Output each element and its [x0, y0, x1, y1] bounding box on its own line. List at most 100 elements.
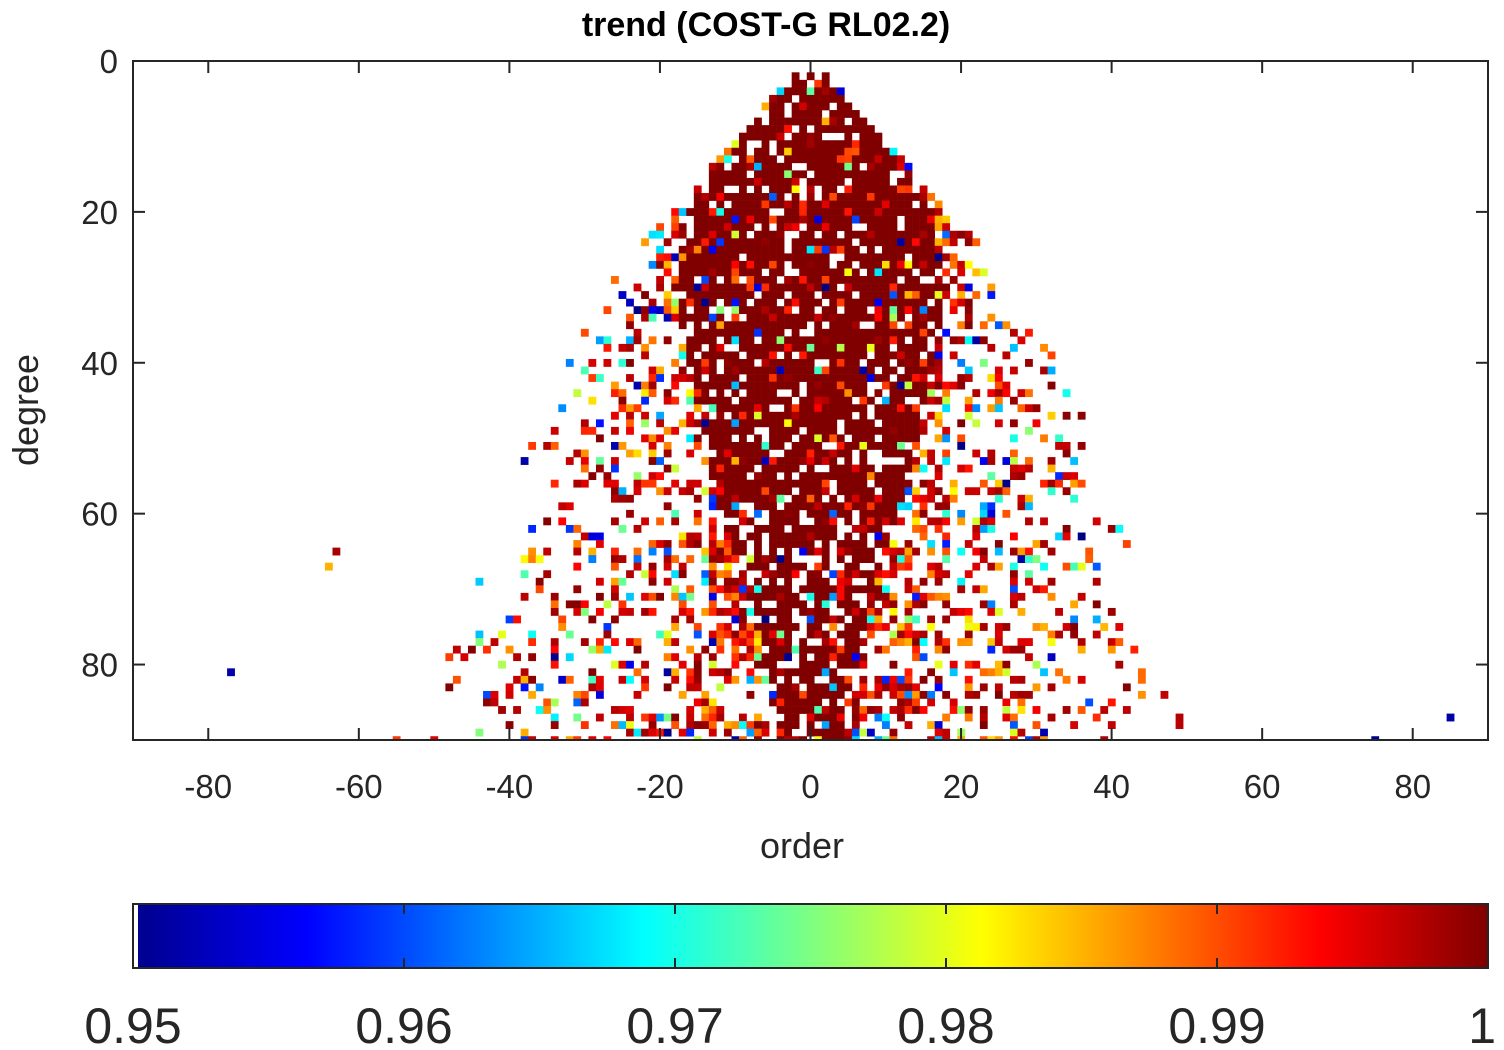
- heatmap-cell: [897, 200, 905, 209]
- heatmap-cell: [851, 147, 860, 156]
- heatmap-cell: [769, 283, 777, 292]
- heatmap-cell: [829, 117, 838, 126]
- heatmap-cell: [889, 396, 898, 405]
- heatmap-cell: [611, 487, 619, 496]
- heatmap-cell: [701, 276, 710, 284]
- heatmap-cell: [889, 260, 898, 269]
- heatmap-cell: [1070, 494, 1079, 503]
- heatmap-cell: [844, 200, 853, 209]
- heatmap-cell: [844, 147, 853, 156]
- heatmap-cell: [754, 238, 762, 247]
- heatmap-cell: [671, 592, 680, 601]
- heatmap-cell: [784, 404, 792, 413]
- heatmap-cell: [821, 607, 830, 616]
- heatmap-cell: [723, 524, 732, 533]
- colorbar-tick-label: 0.99: [1168, 998, 1265, 1050]
- heatmap-cell: [678, 283, 687, 292]
- heatmap-cell: [769, 328, 777, 337]
- heatmap-cell: [1032, 736, 1041, 740]
- heatmap-cell: [844, 600, 853, 609]
- heatmap-cell: [851, 630, 860, 639]
- heatmap-cell: [761, 177, 770, 186]
- heatmap-cell: [912, 592, 920, 601]
- heatmap-cell: [701, 208, 710, 216]
- heatmap-cell: [987, 668, 996, 677]
- heatmap-cell: [806, 721, 815, 729]
- heatmap-cell: [746, 366, 755, 375]
- heatmap-cell: [746, 313, 755, 322]
- heatmap-cell: [859, 540, 868, 548]
- heatmap-cell: [754, 434, 762, 443]
- heatmap-cell: [836, 94, 845, 103]
- heatmap-cell: [949, 706, 958, 714]
- heatmap-cell: [927, 283, 936, 292]
- heatmap-cell: [671, 381, 680, 390]
- heatmap-cell: [573, 607, 582, 616]
- heatmap-cell: [671, 298, 680, 307]
- heatmap-cell: [723, 472, 732, 481]
- heatmap-cell: [723, 268, 732, 277]
- heatmap-cell: [882, 328, 890, 337]
- heatmap-cell: [738, 517, 747, 526]
- heatmap-cell: [784, 208, 792, 216]
- heatmap-cell: [686, 253, 695, 262]
- heatmap-cell: [814, 426, 823, 435]
- heatmap-cell: [799, 419, 808, 428]
- heatmap-cell: [791, 79, 800, 88]
- heatmap-cell: [979, 336, 988, 345]
- heatmap-cell: [799, 94, 808, 103]
- heatmap-cell: [791, 668, 800, 677]
- heatmap-cell: [882, 268, 890, 277]
- heatmap-cell: [912, 698, 920, 707]
- heatmap-cell: [746, 562, 755, 571]
- heatmap-cell: [829, 668, 838, 677]
- heatmap-cell: [904, 562, 913, 571]
- heatmap-cell: [829, 291, 838, 299]
- heatmap-cell: [814, 517, 823, 526]
- heatmap-cell: [776, 411, 785, 420]
- heatmap-cell: [979, 555, 988, 564]
- heatmap-cell: [964, 306, 973, 315]
- heatmap-cell: [784, 155, 792, 164]
- heatmap-cell: [791, 117, 800, 126]
- heatmap-cell: [897, 434, 905, 443]
- heatmap-cell: [912, 328, 920, 337]
- heatmap-cell: [648, 479, 657, 488]
- heatmap-cell: [754, 449, 762, 458]
- heatmap-cell: [791, 721, 800, 729]
- heatmap-cell: [814, 690, 823, 699]
- heatmap-cell: [964, 366, 973, 375]
- heatmap-cell: [844, 162, 853, 171]
- heatmap-cell: [686, 245, 695, 254]
- heatmap-cell: [716, 683, 725, 692]
- heatmap-cell: [776, 94, 785, 103]
- heatmap-cell: [784, 532, 792, 541]
- heatmap-cell: [821, 102, 830, 111]
- heatmap-cell: [1107, 638, 1116, 646]
- heatmap-cell: [874, 238, 883, 247]
- heatmap-cell: [626, 675, 634, 684]
- heatmap-cell: [648, 441, 657, 450]
- heatmap-cell: [708, 396, 717, 405]
- heatmap-cell: [784, 577, 792, 586]
- heatmap-cell: [912, 690, 920, 699]
- heatmap-cell: [964, 675, 973, 684]
- heatmap-cell: [641, 238, 649, 247]
- heatmap-cell: [505, 721, 514, 729]
- heatmap-cell: [904, 540, 913, 548]
- heatmap-cell: [874, 441, 883, 450]
- heatmap-cell: [791, 328, 800, 337]
- heatmap-cell: [844, 570, 853, 579]
- heatmap-cell: [784, 162, 792, 171]
- heatmap-cell: [573, 547, 582, 556]
- heatmap-cell: [595, 374, 604, 382]
- heatmap-cell: [889, 426, 898, 435]
- heatmap-cell: [641, 592, 649, 601]
- heatmap-cell: [897, 396, 905, 405]
- heatmap-cell: [791, 291, 800, 299]
- heatmap-cell: [791, 562, 800, 571]
- heatmap-cell: [814, 585, 823, 594]
- heatmap-cell: [957, 359, 966, 367]
- heatmap-cell: [927, 690, 936, 699]
- heatmap-cell: [874, 592, 883, 601]
